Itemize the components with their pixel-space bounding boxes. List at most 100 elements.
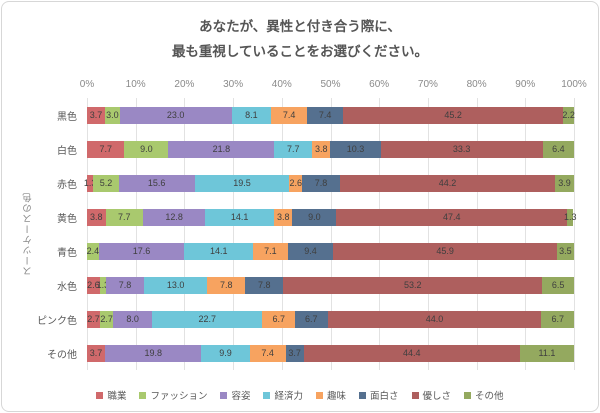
bar-value-label: 21.8: [212, 143, 231, 154]
bar-segment: 5.2: [93, 174, 119, 192]
gridline: [525, 98, 527, 370]
bar-value-label: 3.8: [276, 211, 290, 222]
bar-value-label: 2.6: [87, 279, 100, 290]
legend-swatch: [411, 391, 419, 399]
legend-swatch: [464, 391, 472, 399]
bar-value-label: 1.3: [96, 279, 110, 290]
bar-segment: 6.7: [262, 310, 295, 328]
legend-swatch: [316, 391, 323, 399]
bar-rows: 3.7 3.0 23.0 8.1 7.4 7.4 45.2 2.2 7.7 9.0 21.8 7.7 3…: [84, 98, 577, 370]
bar-segment: 6.5: [542, 276, 574, 294]
bar-segment: 2.6: [87, 276, 100, 294]
bar-segment: 2.7: [87, 310, 101, 328]
bar-segment: 17.6: [98, 242, 185, 260]
chart-title-line1: あなたが、異性と付き合う際に、: [199, 19, 401, 34]
bar-value-label: 3.5: [559, 245, 572, 256]
bar-segment: 2.7: [100, 310, 114, 328]
stacked-bar: 3.7 3.0 23.0 8.1 7.4 7.4 45.2 2.2: [87, 106, 575, 124]
category-label: ピンク色: [37, 315, 77, 327]
legend-item: 容姿: [220, 388, 250, 402]
legend-item: 趣味: [316, 388, 346, 402]
bar-value-label: 9.0: [308, 211, 321, 222]
bar-value-label: 6.7: [272, 313, 285, 324]
bar-segment: 7.4: [307, 106, 344, 124]
bar-segment: 22.7: [152, 310, 263, 328]
bar-value-label: 7.4: [318, 109, 332, 120]
stacked-bar: 7.7 9.0 21.8 7.7 3.8 10.3 33.3 6.4: [87, 140, 574, 158]
bar-value-label: 3.8: [314, 143, 328, 154]
bar-segment: 9.0: [292, 208, 337, 226]
bar-value-label: 2.2: [562, 109, 575, 120]
bar-value-label: 14.1: [209, 245, 228, 256]
legend-item: 優しさ: [411, 388, 452, 402]
legend-label: 職業: [107, 391, 127, 402]
gridlines: [87, 98, 575, 370]
bar-row: 3.7 19.8 9.9 7.4 3.7 44.4 11.1: [87, 336, 574, 370]
legend-label: 優しさ: [422, 391, 452, 402]
bar-segment: 8.0: [113, 310, 153, 328]
bar-segment: 23.0: [119, 106, 232, 124]
bar-value-label: 45.2: [444, 109, 462, 120]
bar-segment: 3.7: [87, 106, 106, 124]
bar-value-label: 3.8: [89, 211, 103, 222]
gridline: [574, 98, 575, 370]
bar-segment: 7.7: [87, 140, 125, 158]
bar-value-label: 9.4: [304, 245, 317, 256]
x-tick-label: 50%: [320, 79, 341, 90]
bar-segment: 2.2: [562, 106, 575, 124]
bar-segment: 1.3: [84, 174, 96, 192]
legend-item: 面白さ: [359, 388, 399, 402]
chart-title: あなたが、異性と付き合う際に、 最も重視していることをお選びください。: [2, 15, 598, 65]
bar-segment: 47.4: [336, 208, 568, 226]
bar-segment: 53.2: [283, 276, 543, 294]
bar-value-label: 14.1: [230, 211, 249, 222]
bar-segment: 9.0: [124, 140, 169, 158]
bar-value-label: 23.0: [166, 109, 185, 120]
bar-segment: 7.8: [245, 276, 284, 294]
legend-label: 経済力: [274, 391, 303, 402]
bar-value-label: 7.8: [314, 177, 328, 188]
bar-value-label: 5.2: [99, 177, 113, 188]
legend-item: 職業: [96, 388, 126, 402]
bar-segment: 2.6: [289, 174, 303, 192]
bar-value-label: 19.8: [144, 347, 162, 358]
x-tick-label: 20%: [174, 79, 195, 90]
bar-value-label: 44.4: [403, 347, 421, 358]
bar-row: 3.7 3.0 23.0 8.1 7.4 7.4 45.2 2.2: [87, 98, 575, 132]
stacked-bar: 3.8 7.7 12.8 14.1 3.8 9.0 47.4 1.3: [87, 208, 577, 226]
bar-segment: 1.3: [97, 276, 109, 294]
gridline: [476, 98, 478, 370]
stacked-bar: 3.7 19.8 9.9 7.4 3.7 44.4 11.1: [87, 344, 574, 362]
bar-value-label: 9.9: [219, 347, 232, 358]
gridline: [281, 98, 283, 370]
bar-row: 1.3 5.2 15.6 19.5 2.6 7.8 44.2 3.9: [84, 166, 575, 200]
bar-segment: 14.1: [205, 208, 274, 226]
bar-value-label: 8.0: [126, 313, 139, 324]
bar-segment: 3.5: [556, 242, 574, 260]
bar-value-label: 7.7: [99, 143, 112, 154]
bar-value-label: 1.3: [83, 177, 97, 188]
bar-value-label: 3.7: [89, 109, 103, 120]
bar-value-label: 2.6: [289, 177, 302, 188]
bar-value-label: 44.2: [438, 177, 457, 188]
bar-value-label: 6.4: [552, 143, 565, 154]
bar-segment: 7.8: [105, 276, 144, 294]
legend-swatch: [96, 391, 104, 399]
legend-label: 面白さ: [370, 391, 399, 402]
legend-swatch: [139, 391, 147, 399]
bar-value-label: 7.1: [264, 245, 277, 256]
bar-value-label: 8.1: [245, 109, 258, 120]
x-tick-label: 80%: [466, 79, 487, 90]
category-label: 黒色: [57, 111, 77, 123]
bar-segment: 2.4: [87, 242, 99, 260]
legend-label: 趣味: [327, 391, 347, 402]
bar-segment: 45.9: [333, 242, 557, 260]
legend-swatch: [359, 391, 367, 399]
bar-value-label: 15.6: [147, 177, 166, 188]
stacked-bar: 2.7 2.7 8.0 22.7 6.7 6.7 44.0 6.7: [87, 310, 574, 328]
category-label: 白色: [57, 145, 77, 157]
bar-value-label: 3.7: [89, 347, 103, 358]
x-tick-label: 10%: [125, 79, 146, 90]
bar-segment: 7.4: [271, 106, 308, 124]
bar-value-label: 7.7: [117, 211, 131, 222]
